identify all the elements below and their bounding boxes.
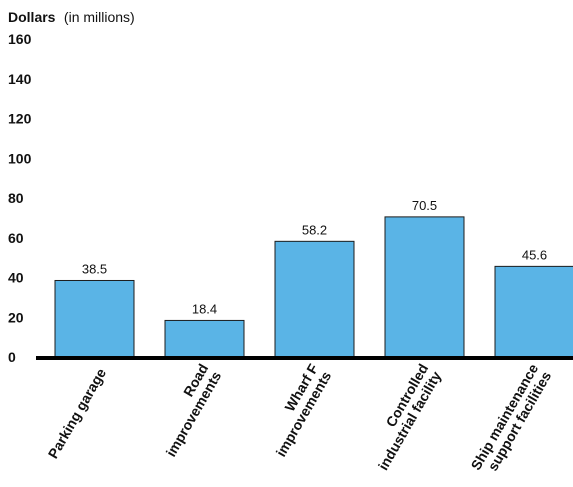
- y-axis-title-text: Dollars: [8, 9, 56, 25]
- y-axis-unit: (in millions): [64, 9, 135, 25]
- bar-value-label: 38.5: [82, 261, 107, 276]
- bar-value-label: 18.4: [192, 301, 217, 316]
- value-labels: 38.5 18.4 58.2 70.5 45.6: [82, 198, 547, 317]
- bar: [164, 319, 245, 358]
- bar: [384, 216, 465, 358]
- y-tick-label: 40: [8, 270, 24, 286]
- y-tick-label: 160: [8, 31, 32, 47]
- y-tick-label: 20: [8, 309, 24, 325]
- x-category-label: Parking garage: [45, 365, 110, 461]
- bar-value-label: 70.5: [412, 198, 437, 213]
- y-tick-label: 100: [8, 150, 32, 166]
- bars: [54, 216, 573, 358]
- x-category-label: Wharf Fimprovements: [260, 361, 335, 460]
- y-tick-label: 60: [8, 230, 24, 246]
- y-tick-label: 140: [8, 71, 32, 87]
- bar: [494, 265, 573, 358]
- y-axis-ticks: 160 140 120 100 80 60 40 20 0: [8, 31, 32, 365]
- x-category-label-line: Parking garage: [45, 365, 110, 461]
- y-tick-label: 120: [8, 111, 32, 127]
- y-axis-title: Dollars (in millions): [8, 9, 135, 26]
- bar: [54, 279, 135, 358]
- bar-value-label: 58.2: [302, 222, 327, 237]
- x-axis-labels: Parking garage Roadimprovements Wharf Fimp…: [45, 361, 555, 480]
- bar: [274, 240, 355, 358]
- bar-value-label: 45.6: [522, 247, 547, 262]
- x-category-label: Roadimprovements: [150, 361, 225, 460]
- x-category-label: Ship maintenancesupport facilities: [468, 361, 555, 480]
- x-category-label: Controlledindustrial facility: [362, 361, 445, 473]
- y-tick-label: 0: [8, 349, 16, 365]
- y-tick-label: 80: [8, 190, 24, 206]
